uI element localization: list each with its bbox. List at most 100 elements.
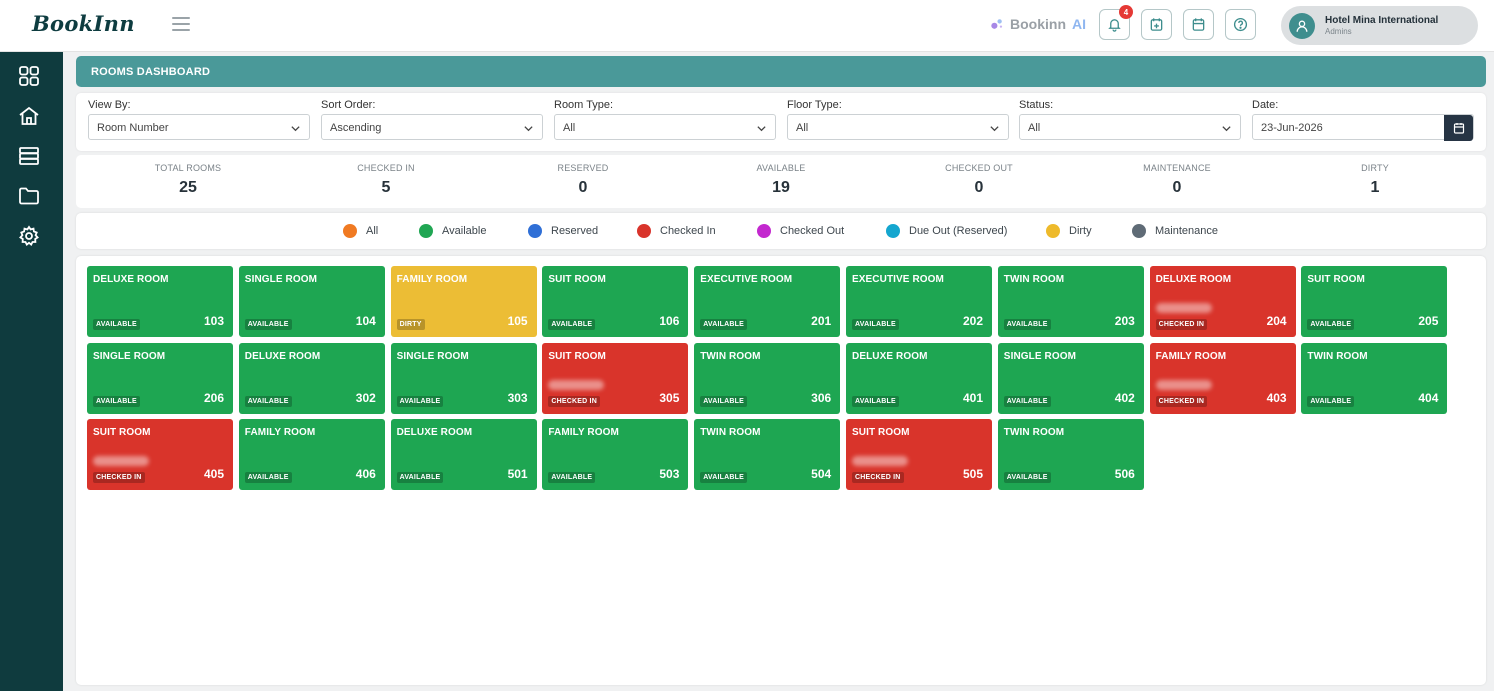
notifications-button[interactable]: 4 — [1099, 5, 1133, 40]
room-card[interactable]: EXECUTIVE ROOM AVAILABLE 201 — [694, 266, 841, 337]
room-number: 203 — [1114, 314, 1135, 328]
chevron-down-icon — [291, 126, 300, 132]
sort-order-select[interactable]: Ascending — [321, 114, 543, 140]
room-card[interactable]: FAMILY ROOM DIRTY 105 — [390, 266, 537, 337]
room-type-select[interactable]: All — [554, 114, 776, 140]
room-number: 504 — [811, 467, 832, 482]
legend-all[interactable]: All — [343, 224, 378, 238]
user-icon — [1296, 20, 1308, 32]
room-number: 303 — [507, 390, 528, 405]
room-card[interactable]: TWIN ROOM AVAILABLE 504 — [694, 419, 841, 491]
status-legend: All Available Reserved Checked In Checke… — [76, 213, 1486, 249]
ai-assistant-button[interactable]: Bookinn AI — [990, 16, 1086, 32]
stat-label: CHECKED IN — [357, 163, 415, 173]
filter-label: Date: — [1252, 99, 1279, 111]
room-card[interactable]: SUIT ROOM AVAILABLE 106 — [542, 266, 689, 337]
status-dot — [419, 224, 433, 238]
guest-name-redacted — [1155, 379, 1212, 390]
room-card[interactable]: SINGLE ROOM AVAILABLE 303 — [390, 342, 537, 414]
legend-checked-in[interactable]: Checked In — [637, 224, 716, 238]
room-number: 503 — [659, 467, 680, 482]
legend-due-out[interactable]: Due Out (Reserved) — [886, 224, 1007, 238]
legend-reserved[interactable]: Reserved — [528, 224, 598, 238]
chevron-down-icon — [990, 126, 999, 132]
status-dot — [1046, 224, 1060, 238]
floor-type-select[interactable]: All — [787, 114, 1009, 140]
filter-label: Sort Order: — [321, 99, 376, 111]
guest-name-redacted — [852, 456, 908, 467]
room-number: 401 — [962, 390, 983, 405]
room-number: 406 — [355, 467, 376, 482]
room-card[interactable]: FAMILY ROOM AVAILABLE 406 — [238, 419, 385, 491]
room-card[interactable]: DELUXE ROOM CHECKED IN 204 — [1149, 266, 1296, 337]
room-card[interactable]: TWIN ROOM AVAILABLE 203 — [997, 266, 1144, 337]
legend-dirty[interactable]: Dirty — [1046, 224, 1092, 238]
room-type: EXECUTIVE ROOM — [700, 274, 793, 285]
legend-maintenance[interactable]: Maintenance — [1132, 224, 1218, 238]
room-card[interactable]: DELUXE ROOM AVAILABLE 103 — [87, 266, 233, 337]
user-profile-menu[interactable]: Hotel Mina International Admins — [1281, 6, 1478, 45]
filter-label: Floor Type: — [787, 99, 842, 111]
room-card[interactable]: SINGLE ROOM AVAILABLE 206 — [87, 342, 233, 414]
stats-summary: TOTAL ROOMS 25 CHECKED IN 5 RESERVED 0 A… — [76, 155, 1486, 208]
ai-suffix: AI — [1072, 16, 1086, 32]
room-card[interactable]: SUIT ROOM CHECKED IN 405 — [87, 419, 233, 491]
menu-toggle-button[interactable] — [172, 17, 190, 33]
room-card[interactable]: SINGLE ROOM AVAILABLE 402 — [997, 342, 1144, 414]
legend-label: Dirty — [1069, 225, 1092, 237]
stat-reserved: RESERVED 0 — [508, 163, 658, 197]
stat-available: AVAILABLE 19 — [706, 163, 856, 197]
room-status-badge: AVAILABLE — [244, 472, 292, 484]
view-by-select[interactable]: Room Number — [88, 114, 310, 140]
room-card[interactable]: DELUXE ROOM AVAILABLE 302 — [238, 342, 385, 414]
top-bar: BookInn Bookinn AI 4 — [0, 0, 1494, 52]
sidebar-item-dashboard[interactable] — [18, 65, 40, 87]
room-type: SINGLE ROOM — [244, 274, 318, 285]
room-status-badge: AVAILABLE — [93, 395, 140, 407]
status-dot — [1132, 224, 1146, 238]
stat-label: CHECKED OUT — [945, 163, 1013, 173]
user-role: Admins — [1325, 27, 1352, 36]
sidebar-item-settings[interactable] — [18, 225, 40, 247]
status-select[interactable]: All — [1019, 114, 1241, 140]
room-card[interactable]: TWIN ROOM AVAILABLE 506 — [997, 419, 1144, 491]
legend-checked-out[interactable]: Checked Out — [757, 224, 844, 238]
room-number: 205 — [1418, 314, 1439, 328]
filter-panel: View By: Room Number Sort Order: Ascendi… — [76, 93, 1486, 151]
room-type: FAMILY ROOM — [1155, 350, 1227, 362]
room-card[interactable]: DELUXE ROOM AVAILABLE 501 — [390, 419, 537, 491]
date-input[interactable]: 23-Jun-2026 — [1252, 114, 1474, 141]
app-logo[interactable]: BookInn — [32, 11, 135, 36]
room-card[interactable]: EXECUTIVE ROOM AVAILABLE 202 — [846, 266, 992, 337]
legend-label: Available — [442, 225, 487, 237]
select-value: Ascending — [330, 122, 382, 134]
room-type: SINGLE ROOM — [93, 350, 166, 362]
calendar-add-button[interactable] — [1141, 9, 1172, 40]
room-type: SUIT ROOM — [548, 274, 606, 285]
help-button[interactable] — [1225, 9, 1256, 40]
room-card[interactable]: SUIT ROOM AVAILABLE 205 — [1301, 266, 1448, 337]
calendar-button[interactable] — [1183, 9, 1214, 40]
room-card[interactable]: FAMILY ROOM CHECKED IN 403 — [1149, 342, 1296, 414]
stat-label: MAINTENANCE — [1143, 163, 1211, 173]
sidebar-item-home[interactable] — [18, 105, 40, 127]
home-icon — [19, 106, 39, 125]
room-type: DELUXE ROOM — [852, 350, 928, 362]
room-card[interactable]: DELUXE ROOM AVAILABLE 401 — [846, 342, 992, 414]
room-card[interactable]: TWIN ROOM AVAILABLE 306 — [694, 342, 841, 414]
stat-label: TOTAL ROOMS — [154, 163, 222, 173]
date-picker-button[interactable] — [1444, 115, 1473, 141]
room-card[interactable]: SINGLE ROOM AVAILABLE 104 — [238, 266, 385, 337]
filter-label: Status: — [1019, 99, 1054, 111]
status-dot — [637, 224, 651, 238]
sidebar-item-records[interactable] — [18, 145, 40, 167]
rooms-grid: DELUXE ROOM AVAILABLE 103 SINGLE ROOM AVAILA… — [76, 256, 1486, 685]
room-card[interactable]: FAMILY ROOM AVAILABLE 503 — [542, 419, 689, 491]
guest-name-redacted — [548, 379, 605, 390]
room-card[interactable]: TWIN ROOM AVAILABLE 404 — [1301, 342, 1448, 414]
sidebar-item-files[interactable] — [18, 185, 40, 207]
room-card[interactable]: SUIT ROOM CHECKED IN 505 — [846, 419, 992, 491]
legend-available[interactable]: Available — [419, 224, 486, 238]
room-card[interactable]: SUIT ROOM CHECKED IN 305 — [542, 342, 689, 414]
room-number: 403 — [1266, 390, 1287, 405]
